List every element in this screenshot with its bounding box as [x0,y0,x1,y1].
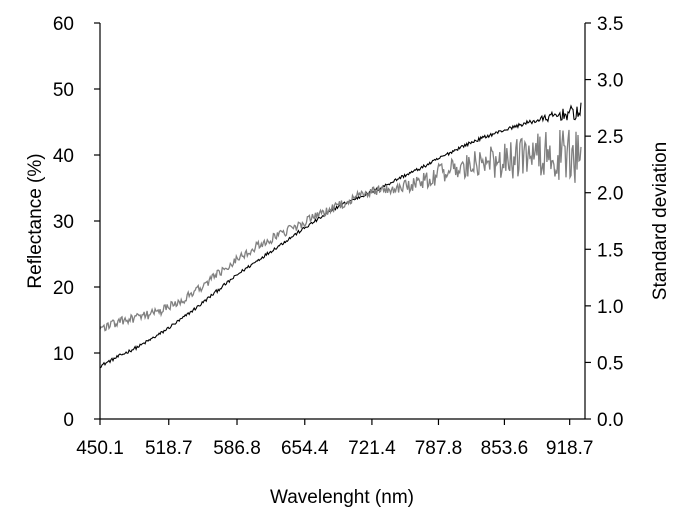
x-tick-label: 787.8 [415,438,463,459]
y-right-tick-label: 1.5 [597,240,623,261]
x-axis-title: Wavelenght (nm) [270,487,414,508]
x-tick-label: 654.4 [281,438,329,459]
y-right-tick-label: 0.5 [597,353,623,374]
y-left-tick-label: 50 [53,80,74,101]
y-left-tick-label: 20 [53,278,74,299]
y-left-tick-label: 10 [53,344,74,365]
y-right-tick-label: 0.0 [597,410,623,431]
ticks: 0 10 20 30 40 50 60 0.0 0.5 1.0 1.5 2.0 2.5 3.0 3.5 450… [53,14,624,459]
plot-lines [99,102,582,369]
y-right-tick-label: 2.0 [597,184,623,205]
y-left-tick-label: 60 [53,14,74,35]
y-axis-right-title: Standard deviation [650,142,671,300]
x-tick-label: 518.7 [145,438,193,459]
y-axis-left-title: Reflectance (%) [25,153,46,288]
x-tick-label: 853.6 [481,438,529,459]
x-tick-label: 918.7 [546,438,594,459]
y-right-tick-label: 3.5 [597,14,623,35]
series-line-standard-deviation [99,129,582,332]
y-right-tick-label: 2.5 [597,127,623,148]
y-right-tick-label: 3.0 [597,71,623,92]
y-left-tick-label: 30 [53,212,74,233]
x-tick-label: 586.8 [213,438,261,459]
y-left-tick-label: 0 [63,410,74,431]
x-tick-label: 721.4 [348,438,396,459]
y-right-tick-label: 1.0 [597,297,623,318]
axes [99,23,586,420]
x-tick-label: 450.1 [76,438,124,459]
series-line-reflectance [99,102,582,369]
y-left-tick-label: 40 [53,146,74,167]
